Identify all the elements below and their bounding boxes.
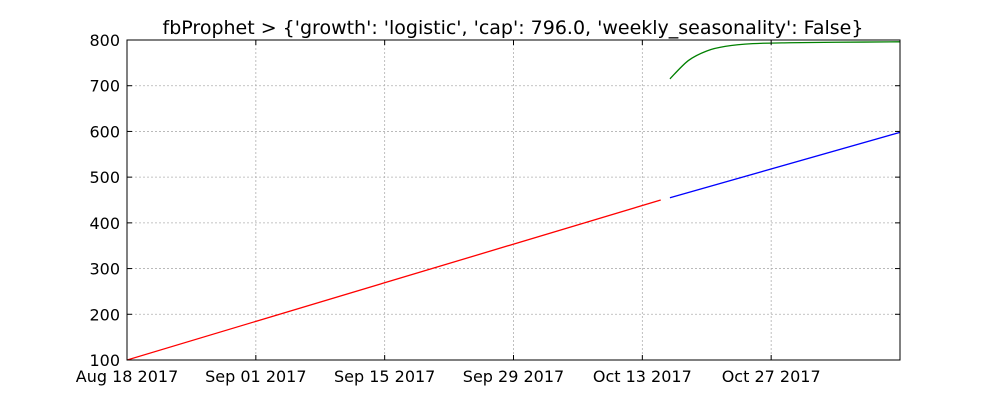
y-tick-label: 500	[89, 168, 120, 187]
series-line-3	[669, 41, 901, 80]
x-tick-label: Sep 15 2017	[334, 367, 435, 386]
y-tick-label: 800	[89, 31, 120, 50]
x-tick-label: Sep 29 2017	[463, 367, 564, 386]
x-tick-label: Oct 27 2017	[722, 367, 821, 386]
series-group	[126, 41, 901, 361]
series-line-1	[126, 199, 661, 361]
chart-title: fbProphet > {'growth': 'logistic', 'cap'…	[163, 17, 864, 39]
series-line-2	[669, 131, 901, 199]
x-tick-label: Sep 01 2017	[205, 367, 306, 386]
y-tick-label: 100	[89, 351, 120, 370]
y-axis: 100 200 300 400 500 600 700 800	[89, 31, 900, 370]
y-tick-label: 300	[89, 260, 120, 279]
y-tick-label: 200	[89, 305, 120, 324]
y-tick-label: 400	[89, 214, 120, 233]
x-tick-label: Oct 13 2017	[593, 367, 692, 386]
grid	[126, 39, 900, 361]
y-tick-label: 600	[89, 122, 120, 141]
x-axis: Aug 18 2017 Sep 01 2017 Sep 15 2017 Sep 29 …	[76, 40, 821, 386]
x-tick-label: Aug 18 2017	[76, 367, 179, 386]
y-tick-label: 700	[89, 77, 120, 96]
